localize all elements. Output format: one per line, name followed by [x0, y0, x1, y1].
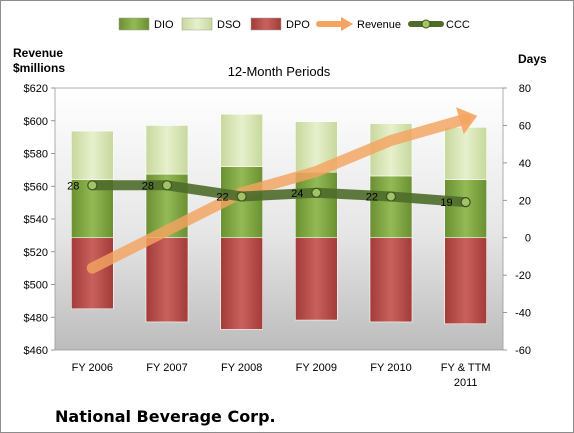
category-label: FY 2006 [72, 362, 113, 374]
right-axis-label: Days [518, 52, 547, 66]
right-tick-label: 40 [519, 158, 531, 170]
ccc-data-label: 28 [142, 180, 154, 192]
bar-dpo [220, 237, 263, 330]
ccc-data-label: 24 [291, 188, 303, 200]
ccc-series: 28 28 22 24 22 19 [67, 180, 471, 209]
bar-dio [369, 175, 413, 239]
legend-label-ccc: CCC [446, 19, 470, 31]
left-tick-label: $540 [24, 214, 48, 226]
ccc-point [161, 180, 173, 191]
category-label: FY 2009 [296, 362, 337, 374]
revenue-line [86, 113, 472, 274]
bar-dso [444, 127, 487, 181]
legend-swatch-dpo [250, 17, 282, 31]
ccc-point [385, 191, 397, 202]
right-tick-label: 20 [519, 195, 531, 207]
left-tick-label: $600 [24, 116, 48, 128]
legend-ccc-marker [421, 19, 431, 29]
ccc-data-label: 28 [67, 180, 79, 192]
right-tick-label: -60 [515, 345, 531, 357]
left-tick-label: $520 [24, 247, 48, 259]
revenue-series [86, 107, 478, 274]
bar-dpo [369, 237, 413, 323]
bar-dio [295, 171, 338, 239]
bar-dpo [444, 237, 487, 325]
left-axis: $460 $480 $500 $520 $540 $560 $580 $600 $620 [24, 83, 55, 357]
bar-dpo [145, 237, 189, 323]
legend-label-dio: DIO [154, 19, 174, 31]
ccc-point [87, 180, 98, 191]
ccc-line [87, 180, 471, 208]
left-tick-label: $560 [24, 181, 48, 193]
company-title: National Beverage Corp. [55, 407, 276, 426]
left-tick-label: $500 [24, 280, 48, 292]
legend-swatch-dio [118, 17, 150, 31]
bar-dio [444, 179, 487, 239]
ccc-data-label: 22 [366, 192, 378, 204]
legend: DIO DSO DPO Revenue CCC [118, 17, 470, 31]
legend-revenue-arrow [341, 17, 353, 31]
legend-label-dso: DSO [217, 19, 241, 31]
left-tick-label: $620 [24, 83, 48, 95]
legend-label-revenue: Revenue [357, 19, 401, 31]
legend-label-dpo: DPO [286, 19, 310, 31]
right-tick-label: 60 [519, 120, 531, 132]
left-axis-label: Revenue $millions [13, 46, 65, 75]
left-axis-label-line: Revenue [13, 46, 63, 60]
bar-dpo [295, 237, 338, 321]
ccc-point [460, 197, 471, 208]
right-tick-label: -20 [515, 270, 531, 282]
bar-dso [220, 113, 263, 167]
category-axis: FY 2006 FY 2007 FY 2008 FY 2009 FY 2010 FY & … [72, 362, 491, 389]
category-label: FY & TTM [441, 362, 491, 374]
right-tick-label: 0 [525, 233, 531, 245]
left-tick-label: $480 [24, 312, 48, 324]
ccc-data-label: 22 [216, 192, 228, 204]
revenue-arrowhead [456, 107, 478, 135]
legend-swatch-dso [181, 17, 213, 31]
category-label: FY 2010 [370, 362, 411, 374]
right-tick-label: 80 [519, 83, 531, 95]
right-tick-label: -40 [515, 308, 531, 320]
right-axis: -60 -40 -20 0 20 40 60 80 [503, 83, 531, 357]
left-axis-label-line: $millions [13, 61, 65, 75]
ccc-point [311, 187, 322, 198]
left-tick-label: $580 [24, 149, 48, 161]
bar-dso [71, 130, 114, 181]
ccc-point [236, 191, 247, 202]
bar-dso [145, 125, 189, 175]
category-label: 2011 [454, 377, 478, 389]
chart-title: 12-Month Periods [228, 64, 331, 79]
category-label: FY 2007 [146, 362, 187, 374]
ccc-data-label: 19 [440, 197, 452, 209]
left-tick-label: $460 [24, 345, 48, 357]
category-label: FY 2008 [221, 362, 262, 374]
